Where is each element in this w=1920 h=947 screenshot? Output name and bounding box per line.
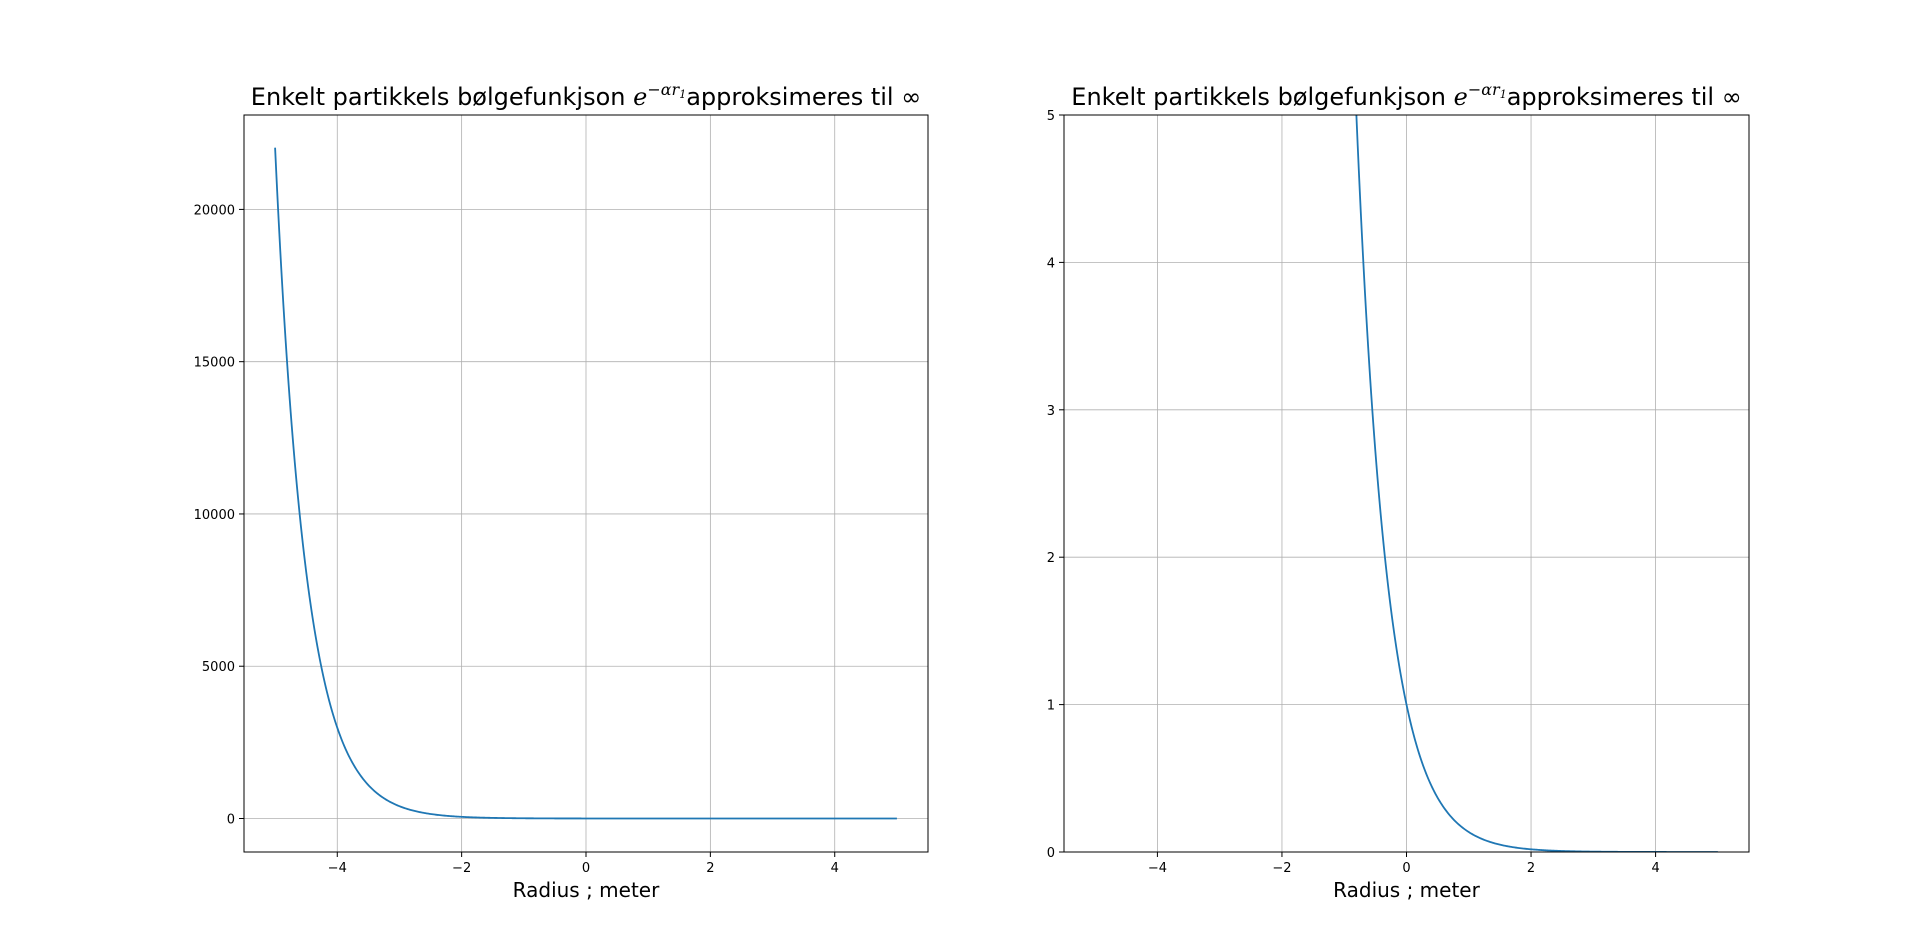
x-axis-label: Radius ; meter <box>513 878 660 902</box>
x-tick-label: 0 <box>1402 861 1410 876</box>
x-tick-label: 0 <box>582 861 590 876</box>
title-math-base: e <box>633 83 647 111</box>
chart-panel-left: −4 −2 0 2 4 0 5000 10000 15000 20000 Radius ; mete… <box>194 80 929 902</box>
title-math-exponent: −αr <box>1468 80 1501 99</box>
chart-panel-right: −4 −2 0 2 4 0 1 2 3 4 5 Radius ; meter Enkelt partik… <box>1047 80 1750 902</box>
x-tick-label: 4 <box>1651 861 1659 876</box>
y-tick-label: 3 <box>1047 404 1055 419</box>
title-math-subscript: 1 <box>679 88 686 101</box>
title-text: Enkelt partikkels bølgefunkjson <box>1071 83 1453 111</box>
x-tick-label: 4 <box>831 861 839 876</box>
y-tick-label: 5 <box>1047 109 1055 124</box>
y-tick-label: 4 <box>1047 256 1055 271</box>
x-axis-label: Radius ; meter <box>1333 878 1480 902</box>
y-tick-label: 2 <box>1047 551 1055 566</box>
chart-title: Enkelt partikkels bølgefunkjson e−αr1app… <box>251 80 921 111</box>
title-suffix: approksimeres til ∞ <box>686 83 921 111</box>
x-tick-label: 2 <box>1527 861 1535 876</box>
title-math-base: e <box>1454 83 1468 111</box>
y-tick-label: 0 <box>1047 846 1055 861</box>
y-tick-label: 15000 <box>194 356 235 371</box>
y-tick-label: 20000 <box>194 203 235 218</box>
title-math-exponent: −αr <box>647 80 680 99</box>
x-tick-label: 2 <box>706 861 714 876</box>
y-tick-label: 0 <box>227 813 235 828</box>
y-tick-label: 1 <box>1047 699 1055 714</box>
title-text: Enkelt partikkels bølgefunkjson <box>251 83 633 111</box>
y-tick-label: 5000 <box>202 660 235 675</box>
chart-title: Enkelt partikkels bølgefunkjson e−αr1app… <box>1071 80 1741 111</box>
series-line <box>274 147 897 820</box>
title-math-subscript: 1 <box>1500 88 1507 101</box>
title-suffix: approksimeres til ∞ <box>1507 83 1742 111</box>
x-tick-label: −2 <box>1272 861 1291 876</box>
y-tick-label: 10000 <box>194 508 235 523</box>
x-tick-label: −4 <box>328 861 347 876</box>
x-tick-label: −2 <box>452 861 471 876</box>
x-tick-label: −4 <box>1148 861 1167 876</box>
